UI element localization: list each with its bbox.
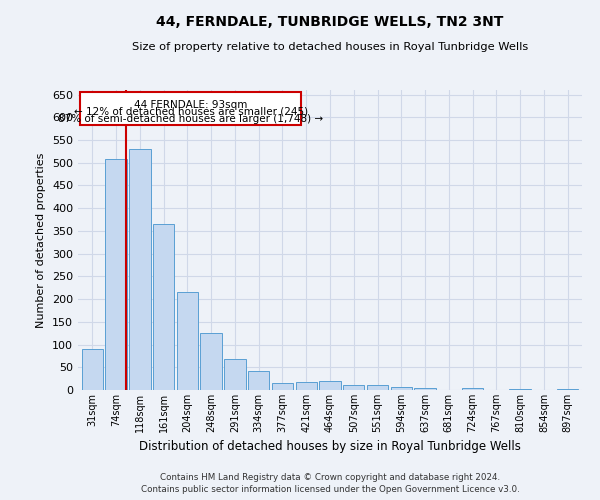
Bar: [319, 381, 341, 390]
Bar: [343, 386, 364, 390]
Bar: [106, 159, 127, 390]
Text: 44 FERNDALE: 93sqm: 44 FERNDALE: 93sqm: [134, 100, 248, 110]
Bar: [415, 388, 436, 390]
Bar: [367, 386, 388, 390]
Bar: [129, 149, 151, 390]
FancyBboxPatch shape: [80, 92, 301, 125]
Text: 44, FERNDALE, TUNBRIDGE WELLS, TN2 3NT: 44, FERNDALE, TUNBRIDGE WELLS, TN2 3NT: [157, 15, 503, 29]
Bar: [82, 349, 103, 390]
Text: 87% of semi-detached houses are larger (1,748) →: 87% of semi-detached houses are larger (…: [58, 114, 323, 124]
Bar: [462, 388, 484, 390]
Bar: [509, 388, 531, 390]
Text: Contains public sector information licensed under the Open Government Licence v3: Contains public sector information licen…: [140, 485, 520, 494]
Y-axis label: Number of detached properties: Number of detached properties: [37, 152, 46, 328]
Text: Size of property relative to detached houses in Royal Tunbridge Wells: Size of property relative to detached ho…: [132, 42, 528, 52]
Bar: [200, 333, 222, 390]
X-axis label: Distribution of detached houses by size in Royal Tunbridge Wells: Distribution of detached houses by size …: [139, 440, 521, 454]
Bar: [557, 388, 578, 390]
Bar: [391, 387, 412, 390]
Bar: [296, 382, 317, 390]
Bar: [153, 224, 174, 390]
Bar: [224, 359, 245, 390]
Text: ← 12% of detached houses are smaller (245): ← 12% of detached houses are smaller (24…: [74, 107, 308, 117]
Bar: [248, 371, 269, 390]
Bar: [272, 382, 293, 390]
Text: Contains HM Land Registry data © Crown copyright and database right 2024.: Contains HM Land Registry data © Crown c…: [160, 472, 500, 482]
Bar: [176, 292, 198, 390]
